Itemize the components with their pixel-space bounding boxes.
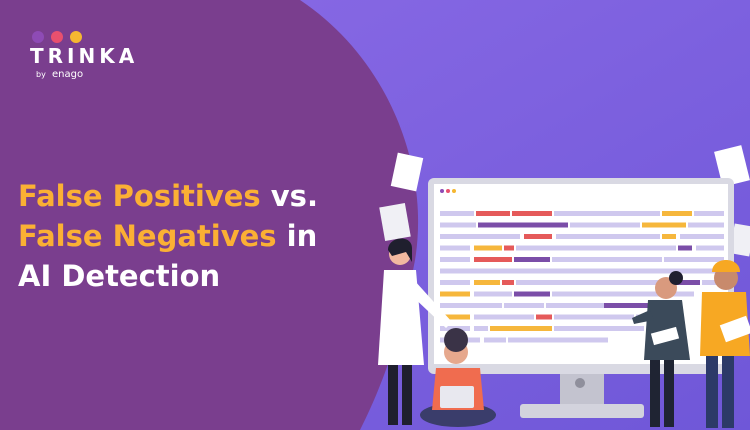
leg <box>706 350 718 428</box>
hard-hat <box>712 260 740 272</box>
screen-bar <box>694 211 724 216</box>
screen-bar <box>474 280 500 285</box>
leg <box>388 330 398 425</box>
paper <box>729 223 750 257</box>
screen-bar <box>688 222 724 228</box>
screen-bar <box>484 337 506 343</box>
screen-bar <box>440 314 470 320</box>
screen-bar <box>508 337 608 343</box>
logo: TRINKA by enago <box>30 31 138 80</box>
screen-bar <box>556 234 660 239</box>
screen-bar <box>696 245 724 251</box>
monitor-base <box>520 404 644 418</box>
screen-bar <box>440 280 470 285</box>
screen-bar <box>512 211 552 216</box>
person-worker <box>700 260 750 428</box>
screen-bar <box>440 291 470 297</box>
screen-bar <box>662 211 692 216</box>
logo-dot <box>70 31 82 43</box>
screen-bar <box>474 291 512 297</box>
screen-bar <box>474 257 512 262</box>
screen-bar <box>440 211 474 216</box>
screen-bar <box>516 280 666 285</box>
screen-bar <box>552 291 662 297</box>
left-panel <box>0 0 419 430</box>
headline-text: AI Detection <box>18 259 220 293</box>
screen-bar <box>514 257 550 262</box>
arm <box>632 310 654 324</box>
screen-bar <box>440 268 720 274</box>
leg <box>664 345 674 427</box>
paper <box>379 203 411 241</box>
screen-bar <box>474 245 502 251</box>
window-dot <box>446 189 450 193</box>
paper <box>714 145 750 187</box>
window-dot <box>440 189 444 193</box>
paper <box>390 152 424 192</box>
headline-line: AI Detection <box>18 259 220 293</box>
screen-bar <box>440 245 470 251</box>
headline-line: False Positives vs. <box>18 179 318 213</box>
logo-dot <box>32 31 44 43</box>
screen-bar <box>546 303 606 308</box>
clipboard <box>650 326 680 346</box>
logo-dot <box>51 31 63 43</box>
leg <box>722 350 734 428</box>
screen-bar <box>552 257 662 262</box>
window-dot <box>452 189 456 193</box>
screen-bar <box>440 222 476 228</box>
screen-bar <box>516 245 676 251</box>
screen-bar <box>440 257 470 262</box>
screen-bar <box>554 314 634 320</box>
hair <box>388 238 412 262</box>
headline-text: in <box>287 219 318 253</box>
screen-bar <box>476 211 510 216</box>
screen-bar <box>478 222 568 228</box>
screen-bar <box>664 257 724 262</box>
screen-bar <box>504 245 514 251</box>
logo-brand: enago <box>52 69 83 80</box>
logo-by: by <box>36 70 46 79</box>
screen-bar <box>474 314 534 320</box>
leg <box>402 330 412 425</box>
screen-bar <box>490 326 552 331</box>
person-right <box>632 271 690 427</box>
person-left <box>378 238 452 425</box>
headline-line: False Negatives in <box>18 219 317 253</box>
arm <box>410 280 452 328</box>
laptop <box>440 386 474 408</box>
hair <box>444 328 468 352</box>
hair-bun <box>669 271 683 285</box>
screen-bar <box>670 280 700 285</box>
papers <box>719 315 750 343</box>
monitor-stand <box>560 368 604 408</box>
person-seated <box>420 328 496 427</box>
screen-bar <box>502 280 514 285</box>
power-button <box>575 378 585 388</box>
screen-bar <box>642 222 686 228</box>
screen-bar <box>554 326 644 331</box>
screen-bar <box>680 234 724 239</box>
screen-bar <box>440 303 502 308</box>
screen-bar <box>514 291 550 297</box>
headline-highlight: False Negatives <box>18 219 277 253</box>
screen-bar <box>702 280 724 285</box>
screen-bar <box>570 222 640 228</box>
screen-bar <box>604 303 652 308</box>
screen-bar <box>664 291 694 297</box>
screen-bar <box>524 234 552 239</box>
screen-bar <box>536 314 552 320</box>
leg <box>650 345 660 427</box>
headline-text: vs. <box>271 179 318 213</box>
logo-name: TRINKA <box>30 44 138 68</box>
screen-bar <box>662 234 676 239</box>
screen-bar <box>678 245 692 251</box>
headline-highlight: False Positives <box>18 179 261 213</box>
screen-bar <box>504 303 544 308</box>
screen-bar <box>440 234 520 239</box>
screen-bar <box>554 211 660 216</box>
screen-bar <box>474 326 488 331</box>
